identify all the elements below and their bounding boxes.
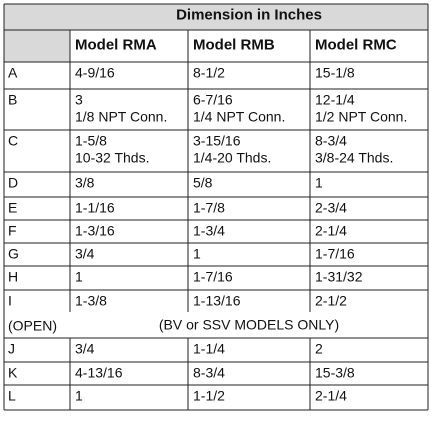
- corner-cell: [4, 30, 70, 62]
- cell-text: 1-5/8: [75, 132, 107, 148]
- cell-text: 1-3/8: [75, 292, 107, 308]
- row-label: L: [8, 387, 16, 403]
- cell-text: 1: [315, 174, 323, 190]
- cell-text: 2-1/2: [315, 292, 347, 308]
- cell-text: 2: [315, 340, 323, 356]
- cell-text: 1/8 NPT Conn.: [75, 108, 167, 124]
- cell-text: 4-9/16: [75, 64, 115, 80]
- cell-text: 5/8: [193, 174, 213, 190]
- row-label: K: [8, 364, 18, 380]
- cell-text: 3/8: [75, 174, 95, 190]
- cell-text: 3/8-24 Thds.: [315, 149, 393, 165]
- row-label: D: [8, 174, 18, 190]
- header-band: [4, 4, 428, 30]
- row-label: F: [8, 222, 17, 238]
- cell-text: 8-3/4: [193, 364, 225, 380]
- row-label: J: [8, 340, 15, 356]
- cell-text: 3/4: [75, 340, 95, 356]
- cell-text: 1: [75, 387, 83, 403]
- cell-text: 1/4-20 Thds.: [193, 149, 271, 165]
- cell-text: 1-7/16: [315, 245, 355, 261]
- cell-text: 2-1/4: [315, 387, 347, 403]
- row-label: I: [8, 292, 12, 308]
- row-label: B: [8, 91, 17, 107]
- cell-text: 1: [193, 245, 201, 261]
- table-title: Dimension in Inches: [176, 6, 322, 23]
- cell-text: 3: [75, 91, 83, 107]
- column-header: Model RMC: [315, 36, 397, 53]
- cell-text: 1-7/8: [193, 199, 225, 215]
- cell-text: 3-15/16: [193, 132, 241, 148]
- cell-text: 12-1/4: [315, 91, 355, 107]
- column-header: Model RMB: [193, 36, 275, 53]
- row-label: (OPEN): [8, 317, 57, 333]
- cell-text: 8-1/2: [193, 64, 225, 80]
- cell-text: 2-1/4: [315, 222, 347, 238]
- cell-text: 1: [75, 268, 83, 284]
- row-label: H: [8, 268, 18, 284]
- cell-text: 1-13/16: [193, 292, 241, 308]
- cell-text: 1-3/16: [75, 222, 115, 238]
- cell-text: 3/4: [75, 245, 95, 261]
- cell-text: 1/2 NPT Conn.: [315, 108, 407, 124]
- cell-text: 1-7/16: [193, 268, 233, 284]
- cell-text: 1-1/4: [193, 340, 225, 356]
- cell-text: 1-1/16: [75, 199, 115, 215]
- row-label: C: [8, 132, 18, 148]
- row-label: E: [8, 199, 17, 215]
- cell-text: 10-32 Thds.: [75, 149, 149, 165]
- column-header: Model RMA: [75, 36, 157, 53]
- row-label: G: [8, 245, 19, 261]
- cell-text: 1/4 NPT Conn.: [193, 108, 285, 124]
- cell-text: 2-3/4: [315, 199, 347, 215]
- cell-text: 4-13/16: [75, 364, 123, 380]
- cell-text: 6-7/16: [193, 91, 233, 107]
- row-label: A: [8, 64, 18, 80]
- cell-text: 1-1/2: [193, 387, 225, 403]
- cell-text: 15-3/8: [315, 364, 355, 380]
- cell-text: 8-3/4: [315, 132, 347, 148]
- cell-text: 1-3/4: [193, 222, 225, 238]
- cell-text: 1-31/32: [315, 268, 363, 284]
- cell-text: 15-1/8: [315, 64, 355, 80]
- row-note: (BV or SSV MODELS ONLY): [159, 316, 339, 332]
